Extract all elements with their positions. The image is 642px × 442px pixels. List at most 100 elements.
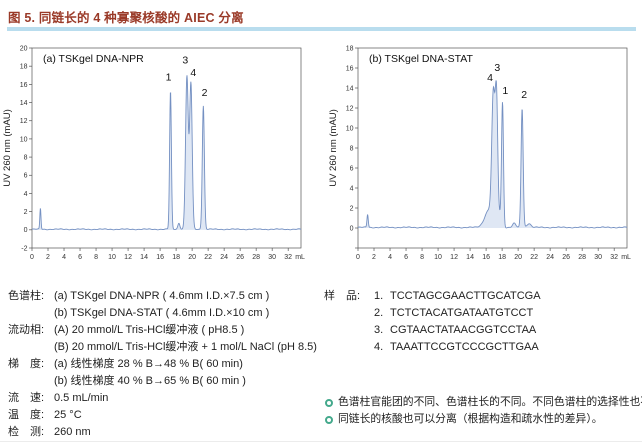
- x-tick-label: 0: [356, 254, 360, 261]
- charts-row: -2 0 2 4 6 8 10 12 14 16 18 20 0 2 4 6 8 10 12 14 16 18 20 22 24…: [2, 40, 642, 268]
- y-tick-label: 14: [20, 100, 28, 107]
- condition-value: (a) 线性梯度 28 % B→48 % B( 60 min): [54, 358, 243, 370]
- x-tick-label: 18: [498, 254, 506, 261]
- condition-value: 0.5 mL/min: [54, 392, 109, 404]
- x-tick-label: 0: [30, 254, 34, 261]
- condition-label: [8, 305, 54, 322]
- condition-label: 温 度:: [8, 409, 45, 421]
- y-tick-label: 20: [20, 45, 28, 52]
- x-axis-unit: mL: [621, 254, 631, 261]
- sample-sequence: TCTCTACATGATAATGTCCT: [390, 307, 534, 319]
- x-tick-label: 12: [124, 254, 132, 261]
- y-tick-label: 12: [20, 118, 28, 125]
- chart-inplot-title: (a) TSKgel DNA-NPR: [43, 53, 144, 65]
- condition-row: (B) 20 mmol/L Tris-HCl缓冲液 + 1 mol/L NaCl…: [8, 339, 324, 356]
- right-column: 样 品: 1. TCCTAGCGAACTTGCATCGA 2. TCTCTACATGAT…: [324, 288, 642, 441]
- y-tick-label: 2: [350, 205, 354, 212]
- condition-value: (B) 20 mmol/L Tris-HCl缓冲液 + 1 mol/L NaCl…: [54, 341, 317, 353]
- y-tick-label: 2: [24, 209, 28, 216]
- peak-annotation: 1: [502, 85, 508, 97]
- x-tick-label: 30: [594, 254, 602, 261]
- x-tick-label: 26: [562, 254, 570, 261]
- condition-row: (b) 线性梯度 40 % B→65 % B( 60 min ): [8, 373, 324, 390]
- x-tick-label: 28: [578, 254, 586, 261]
- y-tick-label: 0: [350, 225, 354, 232]
- y-tick-label: 16: [20, 82, 28, 89]
- condition-label: 检 测:: [8, 426, 45, 438]
- x-tick-label: 24: [546, 254, 554, 261]
- conditions-list: 色谱柱: (a) TSKgel DNA-NPR ( 4.6mm I.D.×7.5 …: [8, 288, 324, 441]
- note-text: 色谱柱官能团的不同、色谱柱长的不同。不同色谱柱的选择性也不同。: [338, 396, 642, 408]
- y-tick-label: 6: [350, 165, 354, 172]
- y-axis-label: UV 260 nm (mAU): [328, 109, 339, 187]
- sample-row: 3. CGTAACTATAACGGTCCTAA: [324, 322, 642, 339]
- chromatogram-b: 0 2 4 6 8 10 12 14 16 18 0 2 4 6 8 10 12 14 16 18 20 22 24 26 28…: [328, 40, 636, 268]
- title-divider: [7, 27, 636, 31]
- sample-row: 样 品: 1. TCCTAGCGAACTTGCATCGA: [324, 288, 642, 305]
- condition-value: 25 °C: [54, 409, 82, 421]
- x-tick-label: 22: [204, 254, 212, 261]
- sample-sequence: TCCTAGCGAACTTGCATCGA: [390, 290, 541, 302]
- x-tick-label: 8: [94, 254, 98, 261]
- x-tick-label: 6: [404, 254, 408, 261]
- notes-list: 色谱柱官能团的不同、色谱柱长的不同。不同色谱柱的选择性也不同。同链长的核酸也可以…: [324, 394, 642, 428]
- sample-row: 4. TAAATTCCGTCCCGCTTGAA: [324, 339, 642, 356]
- peak-annotation: 3: [494, 62, 500, 74]
- x-tick-label: 22: [530, 254, 538, 261]
- x-tick-label: 18: [172, 254, 180, 261]
- x-tick-label: 12: [450, 254, 458, 261]
- condition-label: [8, 339, 54, 356]
- y-tick-label: 0: [24, 227, 28, 234]
- condition-row: 流动相: (A) 20 mmol/L Tris-HCl缓冲液 ( pH8.5 ): [8, 322, 324, 339]
- figure-title: 图 5. 同链长的 4 种寡聚核酸的 AIEC 分离: [8, 11, 244, 25]
- conditions-section: 色谱柱: (a) TSKgel DNA-NPR ( 4.6mm I.D.×7.5 …: [8, 288, 642, 441]
- chart-inplot-title: (b) TSKgel DNA-STAT: [369, 53, 473, 65]
- condition-value: (b) TSKgel DNA-STAT ( 4.6mm I.D.×10 cm ): [54, 307, 270, 319]
- trace-fill: [358, 80, 627, 228]
- note-bullet-icon: [325, 399, 333, 407]
- x-tick-label: 14: [140, 254, 148, 261]
- sample-number: 4.: [374, 341, 384, 353]
- peak-annotation: 4: [487, 72, 493, 84]
- y-tick-label: 12: [346, 105, 354, 112]
- x-tick-label: 32: [610, 254, 618, 261]
- x-tick-label: 4: [388, 254, 392, 261]
- x-tick-label: 8: [420, 254, 424, 261]
- peak-annotation: 3: [182, 54, 188, 66]
- y-tick-label: 18: [20, 64, 28, 71]
- plot-frame: [357, 47, 628, 249]
- condition-value: (b) 线性梯度 40 % B→65 % B( 60 min ): [54, 375, 246, 387]
- y-tick-label: 10: [346, 125, 354, 132]
- x-tick-label: 30: [268, 254, 276, 261]
- y-axis-label: UV 260 nm (mAU): [2, 109, 13, 187]
- x-tick-label: 4: [62, 254, 66, 261]
- condition-label: 流 速:: [8, 392, 45, 404]
- peak-annotation: 1: [166, 72, 172, 84]
- y-tick-label: 4: [24, 191, 28, 198]
- x-tick-label: 26: [236, 254, 244, 261]
- condition-row: 色谱柱: (a) TSKgel DNA-NPR ( 4.6mm I.D.×7.5 …: [8, 288, 324, 305]
- condition-row: 温 度: 25 °C: [8, 407, 324, 424]
- y-tick-label: 8: [24, 154, 28, 161]
- samples-label: [324, 305, 374, 322]
- condition-row: 检 测: 260 nm: [8, 424, 324, 441]
- sample-sequence: CGTAACTATAACGGTCCTAA: [390, 324, 537, 336]
- samples-label: 样 品:: [324, 290, 361, 302]
- y-tick-label: 8: [350, 145, 354, 152]
- sample-number: 3.: [374, 324, 384, 336]
- x-tick-label: 6: [78, 254, 82, 261]
- y-tick-label: 16: [346, 65, 354, 72]
- sample-number: 1.: [374, 290, 384, 302]
- x-tick-label: 2: [46, 254, 50, 261]
- condition-label: [8, 373, 54, 390]
- condition-value: (A) 20 mmol/L Tris-HCl缓冲液 ( pH8.5 ): [54, 324, 245, 336]
- y-tick-label: 14: [346, 85, 354, 92]
- condition-row: (b) TSKgel DNA-STAT ( 4.6mm I.D.×10 cm ): [8, 305, 324, 322]
- note-row: 同链长的核酸也可以分离（根据构造和疏水性的差异）。: [324, 411, 642, 428]
- y-tick-label: 10: [20, 136, 28, 143]
- y-tick-label: 18: [346, 45, 354, 52]
- x-tick-label: 2: [372, 254, 376, 261]
